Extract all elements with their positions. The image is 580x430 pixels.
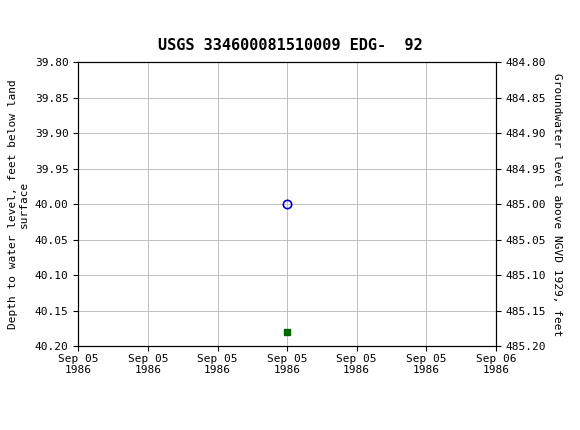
Text: USGS 334600081510009 EDG-  92: USGS 334600081510009 EDG- 92: [158, 38, 422, 52]
Y-axis label: Depth to water level, feet below land
surface: Depth to water level, feet below land su…: [8, 80, 29, 329]
Y-axis label: Groundwater level above NGVD 1929, feet: Groundwater level above NGVD 1929, feet: [552, 73, 561, 336]
Text: USGS: USGS: [32, 6, 87, 25]
Text: ≡: ≡: [5, 3, 26, 28]
